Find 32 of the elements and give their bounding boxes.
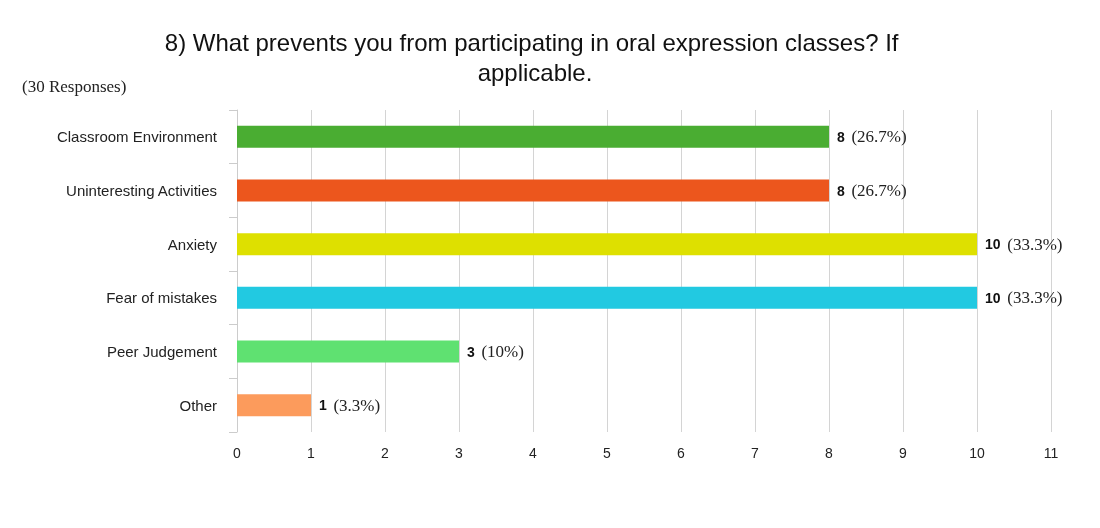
bar [237,125,829,148]
data-label: 3 (10%) [467,342,524,361]
x-tick-label: 8 [825,445,834,461]
y-tick-label: Fear of mistakes [106,289,217,307]
chart-title: 8) What prevents you from participating in oral expression classes? If applicable. [164,28,906,86]
text: (30 Responses) [22,77,127,96]
bar [237,286,977,309]
x-tick-label: 3 [455,445,464,461]
x-tick-label: 7 [751,445,760,461]
y-tick-label: Anxiety [167,235,218,253]
data-label: 8 (26.7%) [837,181,907,200]
y-tick-label: Classroom Environment [56,128,218,146]
y-tick-label: Other [179,396,217,414]
x-tick-label: 2 [381,445,390,461]
x-tick-label: 0 [233,445,242,461]
data-label: 10 (33.3%) [985,288,1063,308]
data-label: 10 (33.3%) [985,234,1063,254]
bar [237,340,459,363]
bar [237,394,311,417]
x-tick-label: 6 [677,445,686,461]
data-label: 1 (3.3%) [319,395,381,415]
x-tick-label: 10 [969,445,985,461]
x-tick-label: 4 [529,445,538,461]
x-tick-label: 11 [1043,445,1059,461]
data-label: 8 (26.7%) [837,127,907,147]
x-tick-label: 9 [899,445,908,461]
bar [237,179,829,202]
x-tick-label: 1 [307,445,316,461]
x-tick-label: 5 [603,445,612,461]
bar [237,233,977,256]
y-tick-label: Peer Judgement [106,343,218,360]
y-tick-label: Uninteresting Activities [66,182,217,199]
